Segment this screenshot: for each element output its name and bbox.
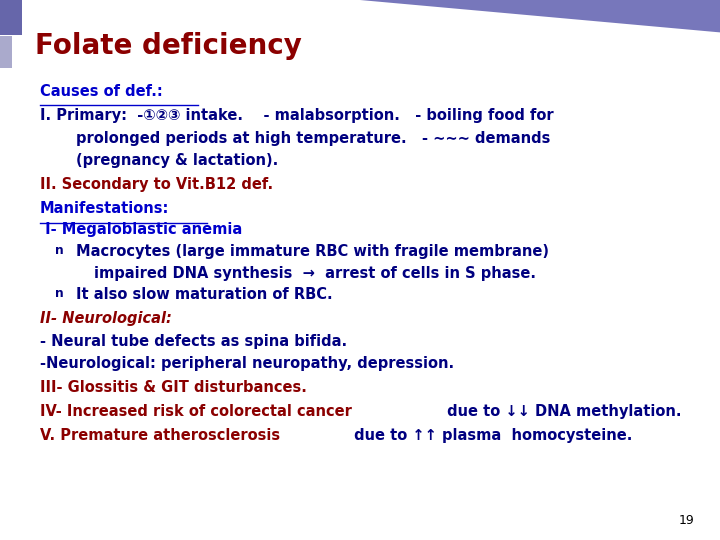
Text: -Neurological: peripheral neuropathy, depression.: -Neurological: peripheral neuropathy, de… bbox=[40, 356, 454, 372]
Text: 19: 19 bbox=[679, 514, 695, 526]
Text: due to ↓↓ DNA methylation.: due to ↓↓ DNA methylation. bbox=[442, 404, 682, 419]
Text: I- Megaloblastic anemia: I- Megaloblastic anemia bbox=[40, 222, 242, 238]
Text: II- Neurological:: II- Neurological: bbox=[40, 311, 171, 326]
Text: Macrocytes (large immature RBC with fragile membrane): Macrocytes (large immature RBC with frag… bbox=[76, 244, 549, 259]
Text: Folate deficiency: Folate deficiency bbox=[35, 32, 302, 60]
Text: (pregnancy & lactation).: (pregnancy & lactation). bbox=[76, 153, 278, 168]
Text: V. Premature atherosclerosis: V. Premature atherosclerosis bbox=[40, 428, 280, 443]
Text: II. Secondary to Vit.B12 def.: II. Secondary to Vit.B12 def. bbox=[40, 177, 273, 192]
Text: III- Glossitis & GIT disturbances.: III- Glossitis & GIT disturbances. bbox=[40, 380, 307, 395]
Text: n: n bbox=[55, 244, 64, 257]
Text: It also slow maturation of RBC.: It also slow maturation of RBC. bbox=[76, 287, 332, 302]
Text: Manifestations:: Manifestations: bbox=[40, 201, 169, 216]
Text: - Neural tube defects as spina bifida.: - Neural tube defects as spina bifida. bbox=[40, 334, 347, 349]
Text: I. Primary:  -①②③ intake.    - malabsorption.   - boiling food for: I. Primary: -①②③ intake. - malabsorption… bbox=[40, 108, 553, 123]
Bar bbox=[0, 0, 22, 35]
Text: Causes of def.:: Causes of def.: bbox=[40, 84, 162, 99]
Text: IV- Increased risk of colorectal cancer: IV- Increased risk of colorectal cancer bbox=[40, 404, 351, 419]
Text: n: n bbox=[55, 287, 64, 300]
Text: prolonged periods at high temperature.   - ∼∼∼ demands: prolonged periods at high temperature. -… bbox=[76, 131, 550, 146]
Bar bbox=[0, 36, 12, 68]
Text: due to ↑↑ plasma  homocysteine.: due to ↑↑ plasma homocysteine. bbox=[349, 428, 633, 443]
Text: impaired DNA synthesis  →  arrest of cells in S phase.: impaired DNA synthesis → arrest of cells… bbox=[94, 266, 536, 281]
Polygon shape bbox=[274, 0, 720, 32]
